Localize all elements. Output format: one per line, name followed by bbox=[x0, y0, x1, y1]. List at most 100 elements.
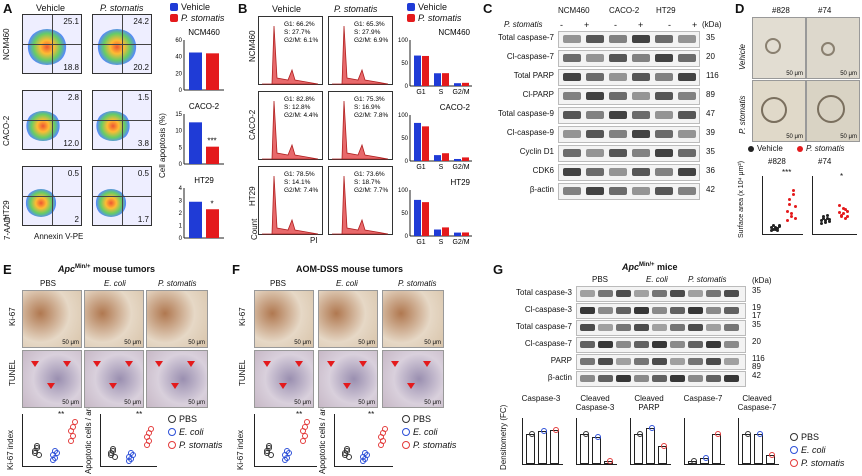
kda-value: 20 bbox=[752, 337, 761, 346]
scatter-dot bbox=[826, 213, 829, 217]
quadrant-value: 2.8 bbox=[67, 93, 79, 102]
kda-value: 35 bbox=[706, 147, 715, 156]
kda-value: 20 bbox=[706, 52, 715, 61]
bar bbox=[422, 202, 429, 236]
scale-label: 50 μm bbox=[786, 71, 803, 77]
b-legend-vehicle: Vehicle bbox=[407, 2, 447, 12]
tunel-image: 50 μm bbox=[146, 350, 208, 408]
band-label: CDK6 bbox=[532, 166, 554, 175]
scatter-point bbox=[34, 445, 40, 452]
scatter-point bbox=[128, 450, 134, 456]
kda-value: 39 bbox=[706, 128, 715, 137]
blot-band bbox=[688, 375, 703, 382]
scatter-dot bbox=[792, 192, 795, 196]
band-label: Cl-caspase-9 bbox=[506, 128, 554, 137]
blot-band bbox=[616, 358, 631, 365]
blot-strip bbox=[558, 88, 700, 105]
arrow-marker bbox=[391, 361, 399, 367]
stomatis-swatch bbox=[170, 14, 178, 22]
blot-band bbox=[580, 375, 595, 382]
blot-band bbox=[678, 54, 696, 62]
d-scatter-74 bbox=[812, 176, 857, 235]
band-label: Cl-caspase-3 bbox=[524, 305, 572, 314]
e-col-pstom: P. stomatis bbox=[158, 279, 197, 288]
scatter-point bbox=[360, 458, 366, 464]
blot-band bbox=[678, 111, 696, 119]
pstom-marker bbox=[790, 459, 798, 467]
scatter-point bbox=[284, 447, 290, 454]
e-title: ApcMin/+ mouse tumors bbox=[58, 264, 155, 274]
blot-band bbox=[670, 307, 685, 314]
y-tick-label: 0 bbox=[405, 159, 409, 165]
bar-chart-title: Caspase-3 bbox=[521, 394, 561, 403]
blot-band bbox=[580, 358, 595, 365]
blot-band bbox=[609, 35, 627, 43]
cell-cycle-stat: G1: 65.3% bbox=[354, 21, 385, 28]
y-tick-label: 0 bbox=[179, 162, 183, 168]
bar bbox=[206, 209, 219, 238]
g-group-pstom: P. stomatis bbox=[688, 275, 727, 284]
blot-band bbox=[688, 324, 703, 331]
blot-band bbox=[609, 187, 627, 195]
blot-band bbox=[586, 187, 604, 195]
y-tick-label: 0 bbox=[179, 236, 183, 242]
treatment-sign: - bbox=[668, 20, 671, 30]
bar-chart-title: CACO-2 bbox=[440, 103, 471, 112]
blot-band bbox=[678, 92, 696, 100]
bar-chart-title: NCM460 bbox=[188, 28, 220, 37]
scatter-dot bbox=[824, 218, 827, 222]
blot-band bbox=[655, 35, 673, 43]
blot-band bbox=[609, 54, 627, 62]
arrow-marker bbox=[187, 361, 195, 367]
cell-cycle-stat: S: 18.7% bbox=[354, 179, 381, 186]
legend-label: PBS bbox=[179, 414, 198, 424]
d-legend-stomatis: P. stomatis bbox=[797, 144, 845, 153]
arrow-marker bbox=[423, 361, 431, 367]
blot-band bbox=[586, 92, 604, 100]
bar bbox=[550, 429, 559, 464]
band-label: Cyclin D1 bbox=[519, 147, 554, 156]
scatter-dot bbox=[790, 215, 793, 219]
y-tick-label: 20 bbox=[175, 71, 182, 77]
blot-band bbox=[678, 73, 696, 81]
bar-chart-axes bbox=[738, 418, 779, 465]
x-tick-label: G2/M bbox=[452, 164, 469, 171]
bar bbox=[742, 434, 751, 464]
x-tick-label: G1 bbox=[416, 239, 425, 246]
band-label: β-actin bbox=[529, 185, 554, 194]
cell-cycle-stat: G2/M: 7.8% bbox=[354, 112, 389, 119]
f-row-ki67: Ki-67 bbox=[238, 307, 247, 326]
scatter-dot bbox=[824, 220, 827, 224]
organoid-image: 50 μm bbox=[752, 17, 806, 79]
e-legend-ecoli: E. coli bbox=[168, 427, 204, 437]
f-title: AOM-DSS mouse tumors bbox=[296, 264, 404, 274]
d-subtitle-828: #828 bbox=[768, 157, 786, 166]
ki67-image: 50 μm bbox=[254, 290, 314, 348]
e-title-gene: Apc bbox=[58, 264, 76, 274]
legend-label: P. stomatis bbox=[806, 144, 845, 153]
bar-chart-axes bbox=[630, 418, 671, 465]
tunel-image: 50 μm bbox=[84, 350, 144, 408]
bar bbox=[526, 434, 535, 464]
arrow-marker bbox=[31, 361, 39, 367]
quadrant-value: 0.5 bbox=[137, 169, 149, 178]
blot-band bbox=[652, 358, 667, 365]
bar-point bbox=[541, 428, 547, 434]
scatter-dot bbox=[828, 220, 831, 224]
tunel-image: 50 μm bbox=[318, 350, 378, 408]
blot-band bbox=[632, 149, 650, 157]
bar-point bbox=[661, 443, 667, 449]
scatter-dot bbox=[844, 208, 847, 212]
scatter-point bbox=[126, 458, 132, 464]
blot-band bbox=[724, 290, 739, 297]
blot-band bbox=[678, 149, 696, 157]
scatter-dot bbox=[786, 219, 789, 223]
blot-band bbox=[688, 307, 703, 314]
ecoli-marker bbox=[790, 446, 798, 454]
band-label: Total caspase-3 bbox=[515, 288, 572, 297]
scatter-dot bbox=[770, 225, 773, 229]
d-col-74: #74 bbox=[818, 6, 832, 15]
y-tick-label: 100 bbox=[398, 38, 409, 44]
e-plot1-ylabel: Ki-67 index bbox=[6, 429, 15, 470]
ki67-image: 50 μm bbox=[146, 290, 208, 348]
